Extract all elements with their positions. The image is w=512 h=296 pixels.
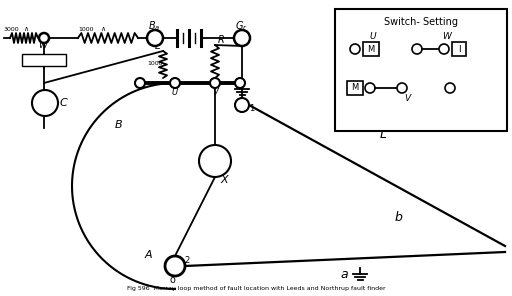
Circle shape <box>445 83 455 93</box>
Text: M: M <box>351 83 358 92</box>
Circle shape <box>235 98 249 112</box>
Text: X: X <box>220 175 228 185</box>
Text: a: a <box>340 268 348 281</box>
Bar <box>452 42 466 56</box>
Bar <box>22 54 66 66</box>
Circle shape <box>32 90 58 116</box>
Text: C: C <box>60 98 68 108</box>
Text: I: I <box>458 44 460 54</box>
Circle shape <box>210 78 220 88</box>
Text: ∧: ∧ <box>100 26 105 32</box>
Bar <box>347 81 363 95</box>
Bar <box>335 9 507 131</box>
Circle shape <box>365 83 375 93</box>
Text: B: B <box>115 120 123 130</box>
Text: W: W <box>38 41 47 50</box>
Text: ∧: ∧ <box>24 26 29 32</box>
Text: 1: 1 <box>249 104 254 113</box>
Circle shape <box>135 78 145 88</box>
Text: L: L <box>380 128 387 141</box>
Text: W: W <box>442 32 452 41</box>
Bar <box>363 42 379 56</box>
Circle shape <box>350 44 360 54</box>
Text: R: R <box>218 35 225 45</box>
Text: Switch- Setting: Switch- Setting <box>384 17 458 27</box>
Text: Fig 596  Murray loop method of fault location with Leeds and Northrup fault find: Fig 596 Murray loop method of fault loca… <box>126 286 386 291</box>
Text: $B_a$: $B_a$ <box>148 19 160 33</box>
Circle shape <box>397 83 407 93</box>
Text: 1000: 1000 <box>147 61 162 66</box>
Text: E: E <box>155 41 161 51</box>
Text: A: A <box>145 250 153 260</box>
Text: o: o <box>169 275 175 285</box>
Text: U: U <box>370 32 376 41</box>
Text: U: U <box>172 88 178 97</box>
Circle shape <box>147 30 163 46</box>
Circle shape <box>39 33 49 43</box>
Circle shape <box>234 30 250 46</box>
Text: 2: 2 <box>184 256 189 265</box>
Text: V: V <box>404 94 410 103</box>
Text: 1000: 1000 <box>78 27 94 32</box>
Text: 3000: 3000 <box>4 27 19 32</box>
Circle shape <box>439 44 449 54</box>
Circle shape <box>199 145 231 177</box>
Circle shape <box>235 78 245 88</box>
Text: $G_r$: $G_r$ <box>235 19 248 33</box>
Circle shape <box>170 78 180 88</box>
Text: V: V <box>212 88 218 97</box>
Circle shape <box>412 44 422 54</box>
Text: b: b <box>395 211 403 224</box>
Circle shape <box>165 256 185 276</box>
Text: M: M <box>368 44 375 54</box>
